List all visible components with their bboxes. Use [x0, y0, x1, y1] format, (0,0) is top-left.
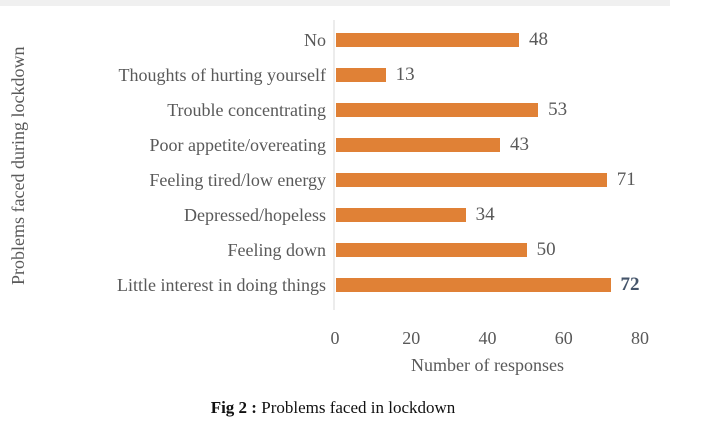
figure-caption-text: Problems faced in lockdown — [256, 398, 456, 417]
category-label: Trouble concentrating — [167, 99, 326, 120]
bar-row: Feeling down 50 — [0, 232, 716, 267]
bar-area: 72 — [330, 267, 716, 302]
bar-area: 43 — [330, 127, 716, 162]
bar-row: Little interest in doing things 72 — [0, 267, 716, 302]
bar-area: 34 — [330, 197, 716, 232]
x-axis-ticks: 0 20 40 60 80 — [0, 328, 716, 350]
category-label: Feeling down — [227, 239, 327, 260]
data-label: 48 — [529, 29, 548, 50]
x-axis-tick-label: 80 — [631, 328, 649, 348]
bar-area: 13 — [330, 57, 716, 92]
data-label: 53 — [548, 99, 568, 120]
bar-row: Poor appetite/overeating 43 — [0, 127, 716, 162]
x-axis-tick-label: 40 — [478, 328, 497, 348]
bar — [336, 137, 500, 152]
category-label: Depressed/hopeless — [184, 204, 326, 225]
bar-area: 50 — [330, 232, 716, 267]
category-label: Poor appetite/overeating — [149, 134, 326, 155]
figure-caption: Fig 2 : Problems faced in lockdown — [0, 398, 666, 418]
category-label: Thoughts of hurting yourself — [118, 64, 326, 85]
data-label: 34 — [475, 204, 495, 225]
bar — [336, 207, 466, 222]
data-label: 71 — [616, 169, 636, 190]
bar — [336, 67, 386, 82]
bar-row: Trouble concentrating 53 — [0, 92, 716, 127]
data-label: 50 — [536, 239, 556, 260]
bar-area: 71 — [330, 162, 716, 197]
x-axis-tick-label: 20 — [402, 328, 421, 348]
category-label: No — [304, 29, 326, 50]
data-label: 43 — [509, 134, 529, 155]
category-label: Little interest in doing things — [117, 274, 326, 295]
data-label: 13 — [395, 64, 415, 85]
bar — [336, 277, 611, 292]
bar — [336, 102, 539, 117]
bar — [336, 32, 519, 47]
bar-rows: No 48 Thoughts of hurting yourself 13 Tr… — [0, 22, 716, 302]
x-axis-title: Number of responses — [411, 355, 564, 375]
bar — [336, 172, 607, 187]
category-label: Feeling tired/low energy — [149, 169, 326, 190]
x-axis-tick-label: 60 — [554, 328, 573, 348]
x-axis-tick-label: 0 — [330, 328, 340, 348]
bar-row: No 48 — [0, 22, 716, 57]
data-label: 72 — [620, 274, 640, 295]
figure-caption-label: Fig 2 : — [210, 398, 257, 417]
top-divider-strip — [0, 0, 670, 6]
category-axis-line — [333, 20, 335, 310]
bar-row: Thoughts of hurting yourself 13 — [0, 57, 716, 92]
bar-area: 48 — [330, 22, 716, 57]
bar-row: Depressed/hopeless 34 — [0, 197, 716, 232]
bar-area: 53 — [330, 92, 716, 127]
bar — [336, 242, 527, 257]
bar-row: Feeling tired/low energy 71 — [0, 162, 716, 197]
